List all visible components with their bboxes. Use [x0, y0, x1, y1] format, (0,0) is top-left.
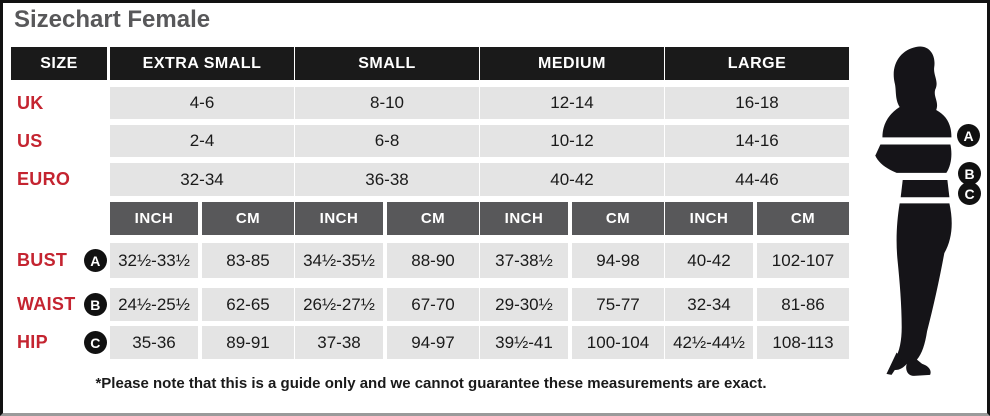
- unit-header-l-inch: INCH: [665, 202, 753, 235]
- column-header-medium: MEDIUM: [480, 47, 664, 80]
- waist-s-inch: 26½-27½: [295, 288, 383, 321]
- size-header-row: SIZE EXTRA SMALL SMALL MEDIUM LARGE: [3, 47, 987, 80]
- uk-small-value: 8-10: [295, 87, 479, 119]
- marker-c-badge: C: [84, 331, 107, 354]
- table-row-hip: HIP C 35-36 89-91 37-38 94-97 39½-41 100…: [3, 326, 987, 359]
- hip-xs-cm: 89-91: [202, 326, 294, 359]
- waist-l-cm: 81-86: [757, 288, 849, 321]
- row-label-hip: HIP: [17, 332, 48, 352]
- bust-m-inch: 37-38½: [480, 243, 568, 278]
- uk-medium-value: 12-14: [480, 87, 664, 119]
- euro-large-value: 44-46: [665, 163, 849, 196]
- hip-m-cm: 100-104: [572, 326, 664, 359]
- unit-header-xs-inch: INCH: [110, 202, 198, 235]
- us-small-value: 6-8: [295, 125, 479, 157]
- page-title: Sizechart Female: [14, 6, 211, 33]
- table-row-bust: BUST A 32½-33½ 83-85 34½-35½ 88-90 37-38…: [3, 243, 987, 278]
- uk-extra-small-value: 4-6: [110, 87, 294, 119]
- waist-xs-inch: 24½-25½: [110, 288, 198, 321]
- waist-xs-cm: 62-65: [202, 288, 294, 321]
- marker-b-badge: B: [84, 293, 107, 316]
- unit-header-row: INCH CM INCH CM INCH CM INCH CM: [3, 202, 987, 235]
- bust-s-inch: 34½-35½: [295, 243, 383, 278]
- table-row-waist: WAIST B 24½-25½ 62-65 26½-27½ 67-70 29-3…: [3, 288, 987, 321]
- figure-marker-b-badge: B: [958, 162, 981, 185]
- marker-a-badge: A: [84, 249, 107, 272]
- us-extra-small-value: 2-4: [110, 125, 294, 157]
- hip-s-inch: 37-38: [295, 326, 383, 359]
- hip-s-cm: 94-97: [387, 326, 479, 359]
- row-label-bust: BUST: [17, 250, 68, 270]
- waist-m-cm: 75-77: [572, 288, 664, 321]
- waist-s-cm: 67-70: [387, 288, 479, 321]
- female-silhouette-icon: [875, 46, 952, 376]
- uk-large-value: 16-18: [665, 87, 849, 119]
- row-label-hip-wrap: HIP C: [11, 326, 107, 359]
- waist-l-inch: 32-34: [665, 288, 753, 321]
- row-label-us: US: [17, 130, 43, 151]
- figure-marker-a-badge: A: [957, 124, 980, 147]
- bust-s-cm: 88-90: [387, 243, 479, 278]
- unit-header-s-inch: INCH: [295, 202, 383, 235]
- bust-l-cm: 102-107: [757, 243, 849, 278]
- table-row-us: US 2-4 6-8 10-12 14-16: [3, 125, 987, 157]
- column-header-small: SMALL: [295, 47, 479, 80]
- female-figure: A B C: [856, 43, 987, 383]
- table-row-uk: UK 4-6 8-10 12-14 16-18: [3, 87, 987, 119]
- hip-m-inch: 39½-41: [480, 326, 568, 359]
- unit-header-l-cm: CM: [757, 202, 849, 235]
- figure-marker-c-badge: C: [958, 182, 981, 205]
- euro-medium-value: 40-42: [480, 163, 664, 196]
- column-header-size: SIZE: [11, 47, 107, 80]
- bust-m-cm: 94-98: [572, 243, 664, 278]
- row-label-waist-wrap: WAIST B: [11, 288, 107, 321]
- unit-header-xs-cm: CM: [202, 202, 294, 235]
- unit-header-m-cm: CM: [572, 202, 664, 235]
- row-label-waist: WAIST: [17, 294, 76, 314]
- unit-header-m-inch: INCH: [480, 202, 568, 235]
- hip-xs-inch: 35-36: [110, 326, 198, 359]
- table-row-euro: EURO 32-34 36-38 40-42 44-46: [3, 163, 987, 196]
- hip-l-inch: 42½-44½: [665, 326, 753, 359]
- euro-small-value: 36-38: [295, 163, 479, 196]
- row-label-bust-wrap: BUST A: [11, 243, 107, 278]
- us-medium-value: 10-12: [480, 125, 664, 157]
- footnote: *Please note that this is a guide only a…: [95, 375, 767, 392]
- column-header-large: LARGE: [665, 47, 849, 80]
- hip-l-cm: 108-113: [757, 326, 849, 359]
- column-header-extra-small: EXTRA SMALL: [110, 47, 294, 80]
- row-label-euro: EURO: [17, 169, 71, 189]
- unit-header-s-cm: CM: [387, 202, 479, 235]
- bust-xs-cm: 83-85: [202, 243, 294, 278]
- bust-l-inch: 40-42: [665, 243, 753, 278]
- row-label-uk: UK: [17, 92, 44, 113]
- bust-xs-inch: 32½-33½: [110, 243, 198, 278]
- us-large-value: 14-16: [665, 125, 849, 157]
- waist-m-inch: 29-30½: [480, 288, 568, 321]
- euro-extra-small-value: 32-34: [110, 163, 294, 196]
